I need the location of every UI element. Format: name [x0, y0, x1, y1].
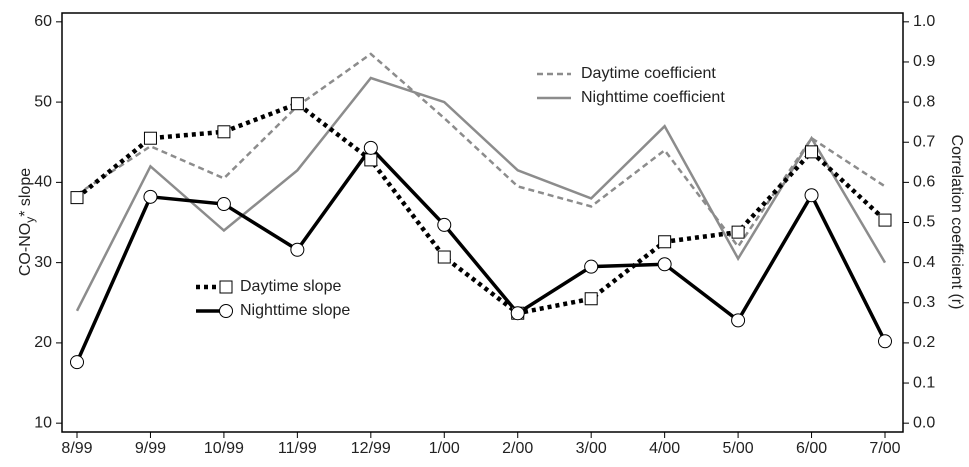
y2-tick-label: 0.4 [913, 254, 935, 271]
y2-tick-label: 0.5 [913, 214, 935, 231]
marker-circle [70, 355, 84, 370]
y2-axis-title: Correlation coefficient (r) [948, 135, 965, 310]
marker-square [70, 191, 84, 205]
y-tick-label: 30 [34, 254, 52, 271]
marker-circle [437, 217, 452, 232]
x-tick-label: 12/99 [351, 440, 391, 457]
marker-square [219, 280, 233, 294]
marker-square [290, 97, 304, 111]
marker-square [878, 213, 892, 227]
y-axis-title-part: CO-NO [17, 223, 34, 276]
marker-circle [216, 197, 231, 212]
marker-circle [878, 334, 892, 349]
y2-tick-label: 0.9 [913, 53, 935, 70]
marker-square [805, 145, 819, 159]
series-line [75, 145, 887, 363]
y-tick-label: 60 [34, 13, 52, 30]
x-tick-label: 8/99 [61, 440, 92, 457]
y-axis-title: CO-NOy* slope [17, 168, 37, 276]
x-tick-label: 5/00 [723, 440, 754, 457]
y-axis-title-sub: y [23, 217, 37, 223]
y-tick-label: 10 [34, 414, 52, 431]
series-line [75, 76, 887, 312]
series-line [75, 101, 887, 316]
x-tick-label: 9/99 [135, 440, 166, 457]
marker-circle [657, 257, 672, 272]
marker-square [658, 235, 672, 249]
x-tick-label: 3/00 [576, 440, 607, 457]
y2-tick-label: 0.0 [913, 414, 935, 431]
marker-circle [804, 188, 819, 203]
x-tick-label: 2/00 [502, 440, 533, 457]
marker-square [437, 250, 451, 264]
x-tick-label: 6/00 [796, 440, 827, 457]
marker-circle [363, 140, 378, 155]
marker-square [364, 153, 378, 167]
series-line [76, 52, 886, 249]
y2-tick-label: 0.7 [913, 133, 935, 150]
marker-square [584, 292, 598, 306]
y2-tick-label: 0.8 [913, 93, 935, 110]
y2-tick-label: 0.2 [913, 334, 935, 351]
y-tick-label: 50 [34, 93, 52, 110]
x-tick-label: 10/99 [204, 440, 244, 457]
y2-tick-label: 1.0 [913, 13, 935, 30]
marker-square [731, 225, 745, 239]
y-tick-label: 40 [34, 174, 52, 191]
x-tick-label: 1/00 [429, 440, 460, 457]
marker-circle [584, 259, 599, 274]
legend-label: Nighttime coefficient [581, 89, 725, 106]
y2-tick-label: 0.1 [913, 374, 935, 391]
marker-circle [731, 313, 746, 328]
y2-tick-label: 0.3 [913, 294, 935, 311]
marker-square [143, 131, 157, 145]
marker-square [217, 125, 231, 139]
y-tick-label: 20 [34, 334, 52, 351]
x-tick-label: 4/00 [649, 440, 680, 457]
y2-tick-label: 0.6 [913, 174, 935, 191]
legend-label: Nighttime slope [240, 302, 350, 319]
legend-label: Daytime slope [240, 278, 341, 295]
marker-circle [143, 189, 158, 204]
plot-frame [61, 12, 904, 433]
x-tick-label: 11/99 [278, 440, 317, 457]
marker-circle [219, 304, 233, 318]
y-axis-title-part: * slope [17, 168, 34, 217]
x-tick-label: 7/00 [869, 440, 900, 457]
legend-label: Daytime coefficient [581, 65, 716, 82]
marker-circle [290, 242, 305, 257]
marker-circle [510, 306, 525, 321]
